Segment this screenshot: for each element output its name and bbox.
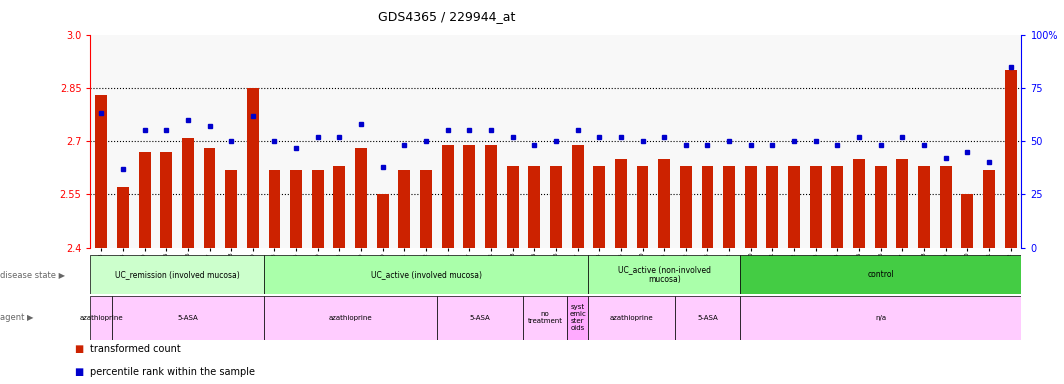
- Bar: [398, 169, 411, 248]
- Text: GDS4365 / 229944_at: GDS4365 / 229944_at: [378, 10, 516, 23]
- Text: UC_active (involved mucosa): UC_active (involved mucosa): [370, 270, 482, 279]
- Text: ■: ■: [74, 367, 84, 377]
- Bar: [247, 88, 259, 248]
- Bar: [182, 137, 194, 248]
- Text: n/a: n/a: [876, 315, 886, 321]
- Bar: [90, 296, 112, 340]
- Bar: [268, 169, 281, 248]
- Bar: [853, 159, 865, 248]
- Bar: [485, 145, 497, 248]
- Bar: [680, 166, 692, 248]
- Bar: [333, 166, 346, 248]
- Bar: [724, 166, 735, 248]
- Text: no
treatment: no treatment: [528, 311, 563, 324]
- Text: UC_remission (involved mucosa): UC_remission (involved mucosa): [115, 270, 239, 279]
- Bar: [550, 166, 562, 248]
- Bar: [659, 159, 670, 248]
- Bar: [529, 166, 541, 248]
- Text: UC_active (non-involved
mucosa): UC_active (non-involved mucosa): [618, 265, 711, 284]
- Bar: [615, 159, 627, 248]
- Bar: [523, 296, 567, 340]
- Text: 5-ASA: 5-ASA: [470, 315, 491, 321]
- Bar: [896, 159, 909, 248]
- Bar: [766, 166, 779, 248]
- Bar: [594, 166, 605, 248]
- Text: 5-ASA: 5-ASA: [697, 315, 718, 321]
- Bar: [875, 166, 886, 248]
- Bar: [506, 166, 518, 248]
- Bar: [264, 296, 437, 340]
- Text: agent ▶: agent ▶: [0, 313, 33, 322]
- Bar: [962, 194, 974, 248]
- Bar: [96, 95, 107, 248]
- Bar: [588, 296, 675, 340]
- Bar: [464, 145, 476, 248]
- Bar: [1004, 70, 1016, 248]
- Bar: [226, 169, 237, 248]
- Bar: [701, 166, 714, 248]
- Text: syst
emic
ster
oids: syst emic ster oids: [569, 304, 586, 331]
- Bar: [355, 148, 367, 248]
- Bar: [290, 169, 302, 248]
- Bar: [117, 187, 129, 248]
- Text: disease state ▶: disease state ▶: [0, 270, 65, 279]
- Bar: [636, 166, 648, 248]
- Bar: [983, 169, 995, 248]
- Text: control: control: [867, 270, 894, 279]
- Bar: [264, 255, 588, 294]
- Text: azathioprine: azathioprine: [80, 315, 123, 321]
- Bar: [112, 296, 264, 340]
- Bar: [312, 169, 323, 248]
- Bar: [788, 166, 800, 248]
- Bar: [588, 255, 739, 294]
- Text: transformed count: transformed count: [90, 344, 181, 354]
- Bar: [90, 255, 264, 294]
- Bar: [831, 166, 844, 248]
- Text: azathioprine: azathioprine: [329, 315, 372, 321]
- Bar: [918, 166, 930, 248]
- Bar: [739, 296, 1021, 340]
- Bar: [739, 255, 1021, 294]
- Bar: [567, 296, 588, 340]
- Bar: [437, 296, 523, 340]
- Bar: [420, 169, 432, 248]
- Bar: [377, 194, 388, 248]
- Text: percentile rank within the sample: percentile rank within the sample: [90, 367, 255, 377]
- Bar: [940, 166, 951, 248]
- Bar: [161, 152, 172, 248]
- Bar: [203, 148, 216, 248]
- Text: azathioprine: azathioprine: [610, 315, 653, 321]
- Bar: [745, 166, 757, 248]
- Bar: [571, 145, 583, 248]
- Text: 5-ASA: 5-ASA: [178, 315, 198, 321]
- Bar: [810, 166, 821, 248]
- Bar: [675, 296, 739, 340]
- Bar: [442, 145, 453, 248]
- Text: ■: ■: [74, 344, 84, 354]
- Bar: [138, 152, 150, 248]
